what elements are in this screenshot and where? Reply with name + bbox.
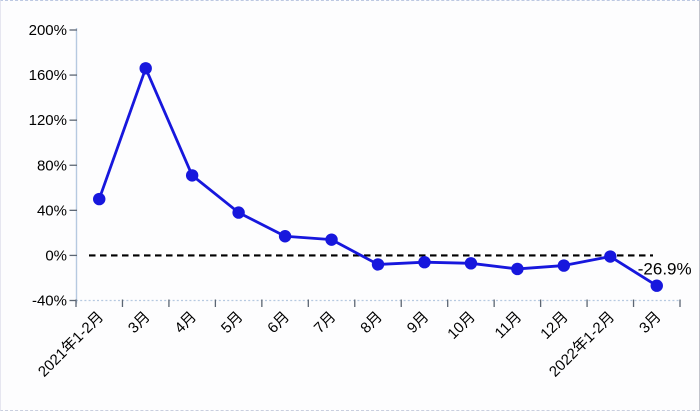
x-axis-tick-label: 9月 [404, 308, 433, 337]
x-axis-tick-label: 2021年1-2月 [35, 308, 107, 380]
y-axis-tick-label: 40% [37, 202, 67, 219]
y-axis-tick-label: 200% [29, 22, 67, 39]
data-point-marker [278, 230, 292, 243]
x-axis-tick-label: 7月 [311, 308, 340, 337]
data-point-marker [325, 233, 338, 246]
x-axis-tick-label: 3月 [125, 308, 154, 337]
y-axis-tick-label: 0% [45, 247, 67, 264]
data-point-marker [371, 258, 385, 271]
x-axis-tick-label: 5月 [218, 308, 247, 337]
data-point-marker [93, 192, 106, 206]
data-point-marker [464, 257, 478, 270]
x-axis-tick-label: 3月 [636, 308, 665, 337]
data-point-marker [604, 250, 617, 263]
y-axis-tick-label: 160% [29, 67, 67, 84]
series-line [97, 66, 659, 288]
y-axis-tick-label: -40% [32, 293, 67, 310]
data-point-marker [232, 206, 245, 219]
x-axis-tick-label: 11月 [492, 308, 526, 342]
data-point-marker [185, 169, 199, 182]
x-axis-tick-label: 4月 [171, 308, 200, 337]
x-axis-tick-label: 6月 [264, 308, 293, 337]
y-axis-tick-label: 120% [29, 112, 67, 129]
x-axis-tick-label: 12月 [537, 308, 571, 342]
data-point-marker [650, 279, 663, 292]
data-point-marker [418, 255, 431, 269]
data-label-last-point: -26.9% [638, 260, 692, 279]
x-axis-tick-label: 10月 [444, 308, 478, 342]
data-point-marker [139, 62, 152, 75]
y-axis-tick-label: 80% [37, 157, 67, 174]
data-point-marker [511, 262, 524, 276]
x-axis-tick-label: 8月 [357, 308, 386, 337]
data-point-marker [557, 259, 571, 272]
